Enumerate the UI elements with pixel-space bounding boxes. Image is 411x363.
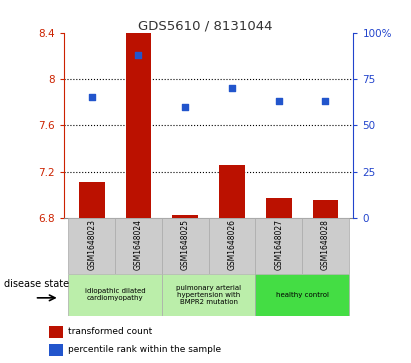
Text: percentile rank within the sample: percentile rank within the sample (68, 346, 221, 354)
Text: idiopathic dilated
cardiomyopathy: idiopathic dilated cardiomyopathy (85, 289, 145, 301)
Point (88, 95, 95, 101)
Bar (126, 33, 151, 218)
Text: transformed count: transformed count (68, 327, 152, 336)
Bar (313, 200, 338, 218)
Bar (49, 344, 63, 356)
Bar (302, 218, 349, 274)
Text: GSM1648028: GSM1648028 (321, 219, 330, 270)
Bar (79, 182, 104, 218)
Point (135, 52, 142, 58)
Bar (49, 326, 63, 338)
Point (182, 104, 189, 110)
Text: pulmonary arterial
hypertension with
BMPR2 mutation: pulmonary arterial hypertension with BMP… (176, 285, 241, 305)
Bar (162, 218, 209, 274)
Bar (209, 218, 255, 274)
Text: GSM1648023: GSM1648023 (87, 219, 96, 270)
Text: GSM1648026: GSM1648026 (227, 219, 236, 270)
Bar (162, 274, 255, 316)
Bar (255, 274, 349, 316)
Bar (255, 218, 302, 274)
Bar (68, 218, 115, 274)
Text: GSM1648024: GSM1648024 (134, 219, 143, 270)
Bar (68, 274, 162, 316)
Point (322, 98, 329, 104)
Point (229, 85, 235, 91)
Text: GSM1648025: GSM1648025 (181, 219, 190, 270)
Bar (115, 218, 162, 274)
Text: healthy control: healthy control (275, 292, 328, 298)
Bar (266, 198, 291, 218)
Bar (219, 164, 245, 218)
Text: disease state: disease state (4, 279, 69, 289)
Text: GSM1648027: GSM1648027 (274, 219, 283, 270)
Text: GDS5610 / 8131044: GDS5610 / 8131044 (138, 20, 273, 33)
Bar (172, 216, 198, 218)
Point (275, 98, 282, 104)
